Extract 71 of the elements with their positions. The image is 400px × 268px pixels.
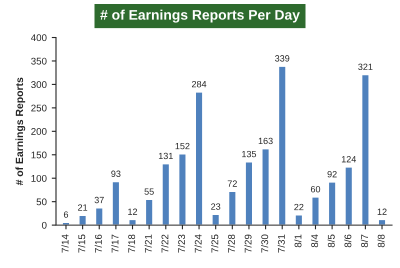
data-label: 135 [242,150,256,158]
bar [344,166,354,226]
y-tick-label: 250 [31,104,47,112]
y-tick-label: 0 [42,222,47,229]
bar [244,161,254,226]
y-tick-label: 400 [30,34,47,42]
data-label: 92 [328,171,337,178]
y-tick-label: 350 [31,58,47,65]
bar [328,181,337,226]
data-label: 6 [64,211,68,218]
bar [194,91,204,226]
x-tick-label: 7/16 [94,234,102,253]
bar [161,162,170,226]
x-tick-label: 7/28 [228,234,235,253]
bar [378,218,386,226]
y-tick-label: 300 [31,81,47,88]
data-label: 60 [310,186,320,192]
data-label: 124 [342,156,356,162]
x-tick-label: 8/1 [294,234,302,248]
x-tick-label: 7/21 [144,234,152,253]
data-label: 12 [378,208,387,215]
y-axis-title: # of Earnings Reports [15,78,26,186]
data-label: 22 [294,204,304,210]
bar [94,207,104,226]
x-tick-label: 7/30 [261,234,268,253]
data-label: 284 [192,80,206,88]
data-label: 12 [128,208,138,215]
data-label: 321 [358,64,372,70]
x-tick-label: 7/31 [278,234,285,253]
data-label: 37 [94,196,104,204]
bar [360,74,370,226]
y-tick-label: 50 [36,198,47,206]
bar [178,153,187,226]
data-label: 152 [176,142,190,150]
y-tick-label: 100 [31,174,47,182]
data-label: 93 [111,170,121,177]
x-tick-label: 7/17 [111,234,118,253]
x-tick-label: 7/29 [244,234,252,253]
x-tick-label: 7/18 [128,234,136,253]
x-tick-label: 8/4 [310,234,318,248]
data-label: 131 [158,152,173,160]
x-tick-label: 8/6 [344,234,352,248]
bar [278,65,287,226]
bar [111,180,120,226]
bar [62,222,70,226]
y-tick-label: 150 [31,152,47,158]
bar [211,214,220,226]
x-tick-label: 7/23 [178,234,186,253]
bar [78,214,88,226]
x-tick-label: 7/24 [194,234,202,253]
x-tick-label: 7/15 [78,234,86,253]
data-label: 55 [144,188,154,195]
data-label: 163 [258,138,273,144]
x-tick-label: 7/14 [61,234,69,253]
x-tick-label: 7/22 [161,234,168,253]
bar [128,218,137,226]
bar [228,190,237,226]
bar [311,196,320,226]
y-tick-label: 200 [31,128,47,135]
bar [144,198,154,226]
x-tick-label: 7/25 [211,234,218,253]
bar [294,214,304,226]
data-label: 21 [78,204,88,211]
x-tick-label: 8/8 [377,234,385,248]
chart-title: # of Earnings Reports Per Day [100,10,300,23]
x-tick-label: 8/7 [360,234,368,248]
data-label: 339 [275,55,290,62]
data-label: 23 [211,203,220,210]
x-tick-label: 8/5 [328,234,335,248]
data-label: 72 [228,180,237,187]
bar [261,148,270,226]
